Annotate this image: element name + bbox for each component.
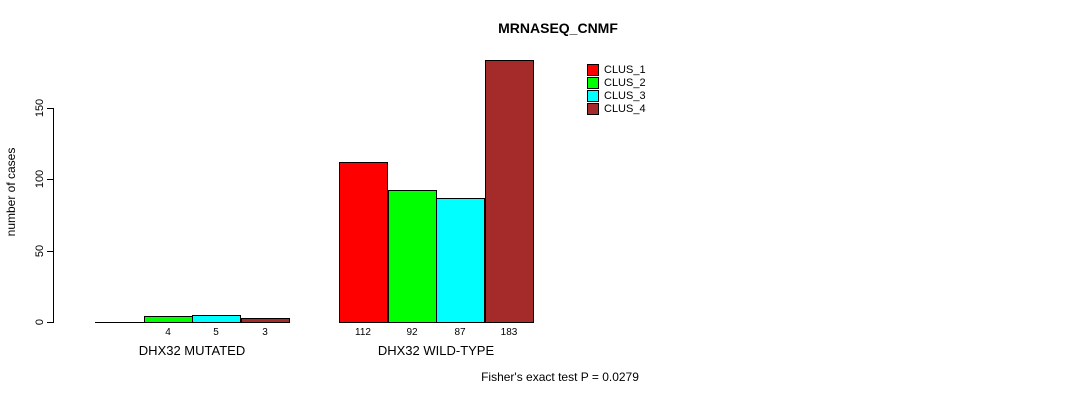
- y-tick-label: 100: [34, 169, 46, 189]
- bar-value-label: 112: [355, 327, 371, 338]
- y-tick-mark: [47, 108, 53, 109]
- y-axis-line: [53, 108, 54, 323]
- bar-clus_1-wildtype: [339, 162, 388, 323]
- bar-zero-clus_1: [95, 322, 144, 323]
- legend-item-clus_1: CLUS_1: [587, 63, 646, 76]
- legend-swatch-clus_4: [587, 102, 599, 115]
- y-tick-mark: [47, 179, 53, 180]
- legend-swatch-clus_3: [587, 89, 599, 102]
- legend-swatch-clus_2: [587, 76, 599, 89]
- bar-clus_2-wildtype: [388, 190, 437, 323]
- category-label-mutated: DHX32 MUTATED: [138, 343, 246, 358]
- bar-value-label: 87: [454, 327, 466, 338]
- legend-label: CLUS_4: [604, 102, 646, 115]
- bar-value-label: 92: [406, 327, 418, 338]
- y-tick-mark: [47, 322, 53, 323]
- legend-item-clus_2: CLUS_2: [587, 76, 646, 89]
- y-tick-label: 150: [34, 98, 46, 118]
- legend-label: CLUS_2: [604, 76, 646, 89]
- bar-clus_4-mutated: [241, 318, 290, 323]
- bar-value-label: 5: [213, 327, 219, 338]
- bar-value-label: 4: [165, 327, 171, 338]
- legend-label: CLUS_3: [604, 89, 646, 102]
- chart-title: MRNASEQ_CNMF: [498, 20, 618, 36]
- bar-value-label: 183: [500, 327, 518, 338]
- y-axis-title: number of cases: [4, 147, 18, 237]
- bar-clus_3-wildtype: [436, 198, 485, 323]
- legend-item-clus_4: CLUS_4: [587, 102, 646, 115]
- bar-clus_3-mutated: [192, 315, 241, 323]
- bar-clus_2-mutated: [144, 316, 193, 323]
- legend-label: CLUS_1: [604, 63, 646, 76]
- y-tick-mark: [47, 251, 53, 252]
- y-tick-label: 50: [34, 244, 46, 258]
- bar-value-label: 3: [262, 327, 268, 338]
- fisher-test-annotation: Fisher's exact test P = 0.0279: [481, 370, 639, 384]
- legend: CLUS_1 CLUS_2 CLUS_3 CLUS_4: [587, 63, 646, 115]
- y-tick-label: 0: [34, 318, 46, 326]
- bar-clus_4-wildtype: [485, 60, 534, 323]
- category-label-wildtype: DHX32 WILD-TYPE: [377, 343, 495, 358]
- legend-item-clus_3: CLUS_3: [587, 89, 646, 102]
- legend-swatch-clus_1: [587, 63, 599, 76]
